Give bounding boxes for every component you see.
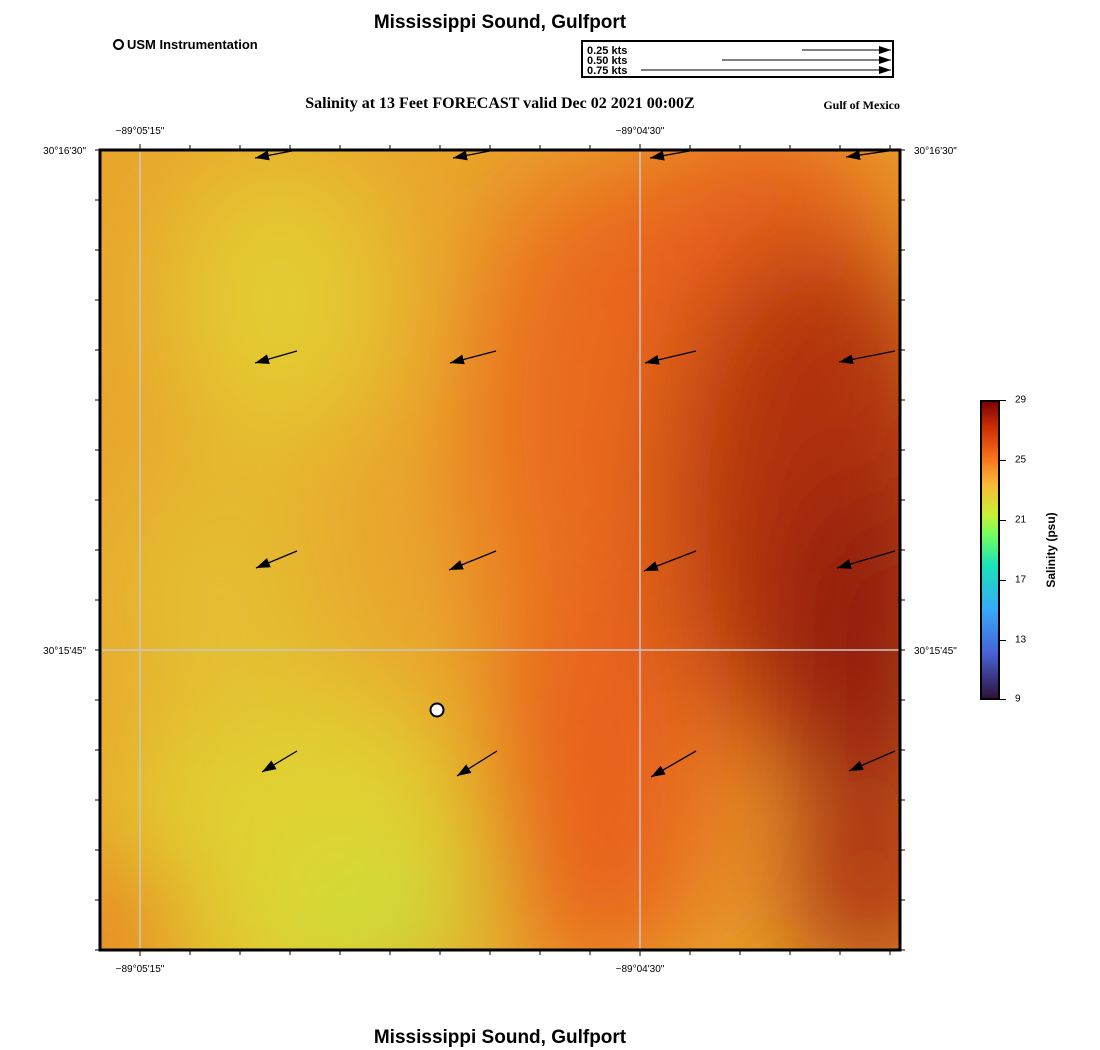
station-legend: USM Instrumentation bbox=[113, 37, 258, 52]
vector-key-arrows bbox=[641, 46, 891, 74]
lat-label-right-1: 30°16'30" bbox=[914, 146, 957, 157]
lat-label-left-2: 30°15'45" bbox=[43, 646, 86, 657]
current-arrow bbox=[643, 550, 697, 572]
current-arrow bbox=[255, 550, 298, 569]
current-arrow bbox=[261, 750, 298, 773]
current-arrow bbox=[449, 350, 497, 365]
current-vectors bbox=[254, 149, 896, 778]
colorbar-tick-13: 13 bbox=[1015, 634, 1027, 646]
map-title: Mississippi Sound, Gulfport bbox=[373, 12, 627, 33]
axis-ticks bbox=[95, 144, 905, 956]
colorbar-title: Salinity (psu) bbox=[1044, 512, 1058, 588]
colorbar-tick-17: 17 bbox=[1015, 574, 1027, 586]
lat-label-right-2: 30°15'45" bbox=[914, 646, 957, 657]
vector-key-label-075: 0.75 kts bbox=[587, 65, 628, 77]
current-arrow bbox=[456, 750, 498, 777]
map-subtitle: Salinity at 13 Feet FORECAST valid Dec 0… bbox=[305, 95, 695, 112]
station-marker-icon bbox=[113, 39, 124, 50]
lon-label-bottom-2: −89°04'30" bbox=[616, 964, 665, 975]
current-arrow bbox=[448, 550, 497, 571]
colorbar-gradient bbox=[980, 400, 1000, 700]
vector-key-label-050: 0.50 kts bbox=[587, 55, 628, 67]
current-arrow bbox=[848, 750, 896, 772]
vector-scale-key: 0.25 kts 0.50 kts 0.75 kts bbox=[581, 40, 894, 78]
footer-title: Mississippi Sound, Gulfport bbox=[373, 1027, 627, 1048]
current-arrow bbox=[650, 750, 697, 778]
lon-label-top-2: −89°04'30" bbox=[616, 126, 665, 137]
salinity-field bbox=[100, 150, 900, 950]
lon-label-top-1: −89°05'15" bbox=[116, 126, 165, 137]
colorbar-tick-29: 29 bbox=[1015, 394, 1027, 406]
current-arrow bbox=[254, 350, 298, 364]
station-legend-label: USM Instrumentation bbox=[127, 37, 258, 52]
salinity-colorbar: 29 25 21 17 13 9 bbox=[980, 395, 1026, 705]
graticule bbox=[100, 150, 900, 950]
colorbar-tick-21: 21 bbox=[1015, 514, 1027, 526]
colorbar-tick-25: 25 bbox=[1015, 454, 1027, 466]
vector-key-label-025: 0.25 kts bbox=[587, 45, 628, 57]
current-arrow bbox=[836, 550, 896, 569]
colorbar-tick-9: 9 bbox=[1015, 693, 1021, 705]
lat-label-left-1: 30°16'30" bbox=[43, 146, 86, 157]
current-arrow bbox=[644, 350, 697, 365]
current-arrow bbox=[838, 350, 896, 365]
usm-station-marker[interactable] bbox=[429, 702, 445, 718]
lon-label-bottom-1: −89°05'15" bbox=[116, 964, 165, 975]
region-label: Gulf of Mexico bbox=[823, 98, 900, 112]
